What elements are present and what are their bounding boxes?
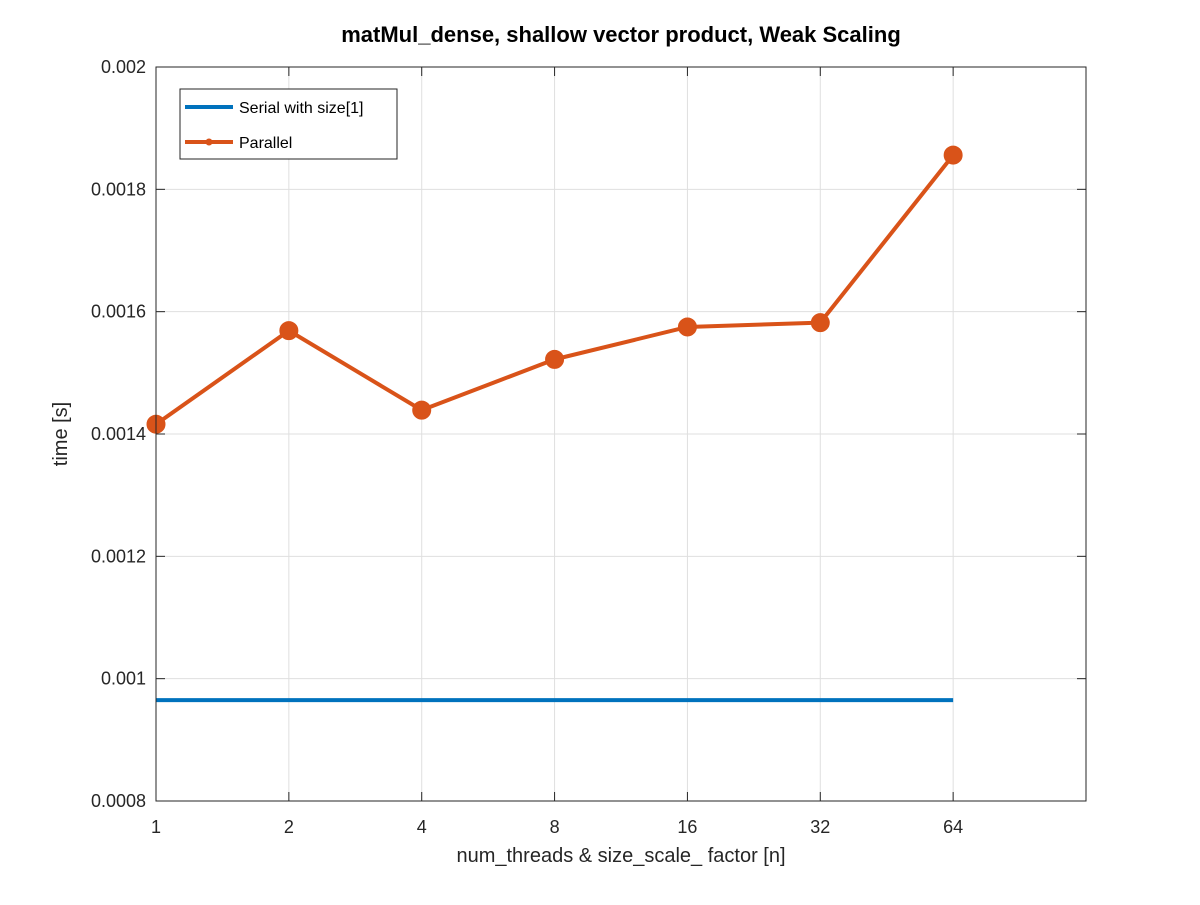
data-point: [943, 145, 963, 165]
x-tick-label: 16: [677, 817, 697, 837]
y-tick-label: 0.0014: [91, 424, 146, 444]
data-point: [677, 317, 697, 337]
y-tick-label: 0.0018: [91, 179, 146, 199]
legend-label-serial: Serial with size[1]: [239, 100, 364, 117]
x-tick-label: 32: [810, 817, 830, 837]
y-tick-label: 0.0012: [91, 546, 146, 566]
y-axis-label: time [s]: [50, 402, 72, 466]
y-tick-label: 0.0008: [91, 791, 146, 811]
legend-box: [179, 88, 398, 160]
data-point: [810, 313, 830, 333]
y-tick-label: 0.002: [101, 57, 146, 77]
x-axis-label: num_threads & size_scale_ factor [n]: [456, 845, 785, 867]
series-layer: [146, 145, 963, 703]
chart-title: matMul_dense, shallow vector product, We…: [341, 22, 901, 47]
x-tick-label: 4: [417, 817, 427, 837]
x-tick-label: 64: [943, 817, 963, 837]
legend: Serial with size[1] Parallel: [179, 88, 398, 160]
y-tick-label: 0.001: [101, 669, 146, 689]
data-point: [545, 349, 565, 369]
legend-marker-parallel: [205, 138, 213, 146]
data-point: [412, 400, 432, 420]
x-tick-label: 2: [284, 817, 294, 837]
y-tick-label: 0.0016: [91, 302, 146, 322]
x-tick-label: 1: [151, 817, 161, 837]
x-tick-label: 8: [550, 817, 560, 837]
data-point: [279, 321, 299, 341]
ticks: 1 2 4 8 16 32 64 0.0008 0.001 0.0012 0.0014 0.0016 0…: [91, 57, 1086, 837]
legend-label-parallel: Parallel: [239, 135, 292, 152]
